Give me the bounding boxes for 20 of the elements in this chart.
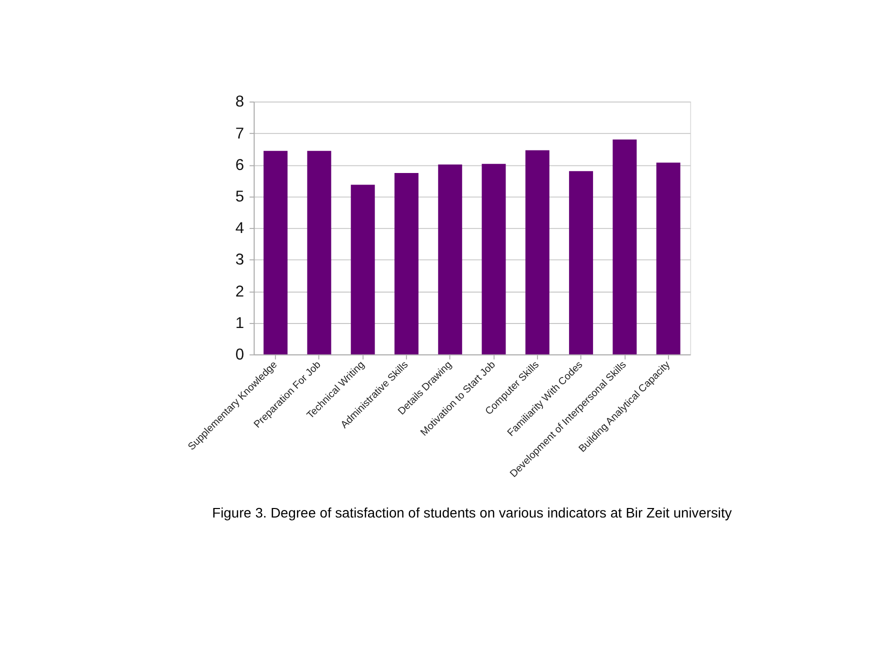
y-tick-label: 6 xyxy=(235,156,244,174)
bar xyxy=(612,140,637,354)
bar xyxy=(264,150,288,354)
bar xyxy=(350,184,375,354)
bar xyxy=(656,162,680,354)
y-tick-label: 3 xyxy=(235,252,244,269)
bar xyxy=(482,164,506,354)
bar xyxy=(307,150,332,354)
bar xyxy=(525,150,550,354)
y-tick-label: 0 xyxy=(235,346,244,364)
bar xyxy=(438,164,462,354)
y-tick-label: 5 xyxy=(235,188,244,206)
y-tick-label: 1 xyxy=(235,314,244,332)
caption: Figure 3. Degree of satisfaction of students on various indicators at Bir Zeit university xyxy=(212,504,732,521)
y-tick-label: 7 xyxy=(235,125,244,142)
y-tick-label: 2 xyxy=(235,283,244,300)
bar xyxy=(394,172,418,354)
y-tick-label: 8 xyxy=(235,94,244,111)
y-tick-label: 4 xyxy=(235,220,244,238)
bar xyxy=(569,171,594,354)
